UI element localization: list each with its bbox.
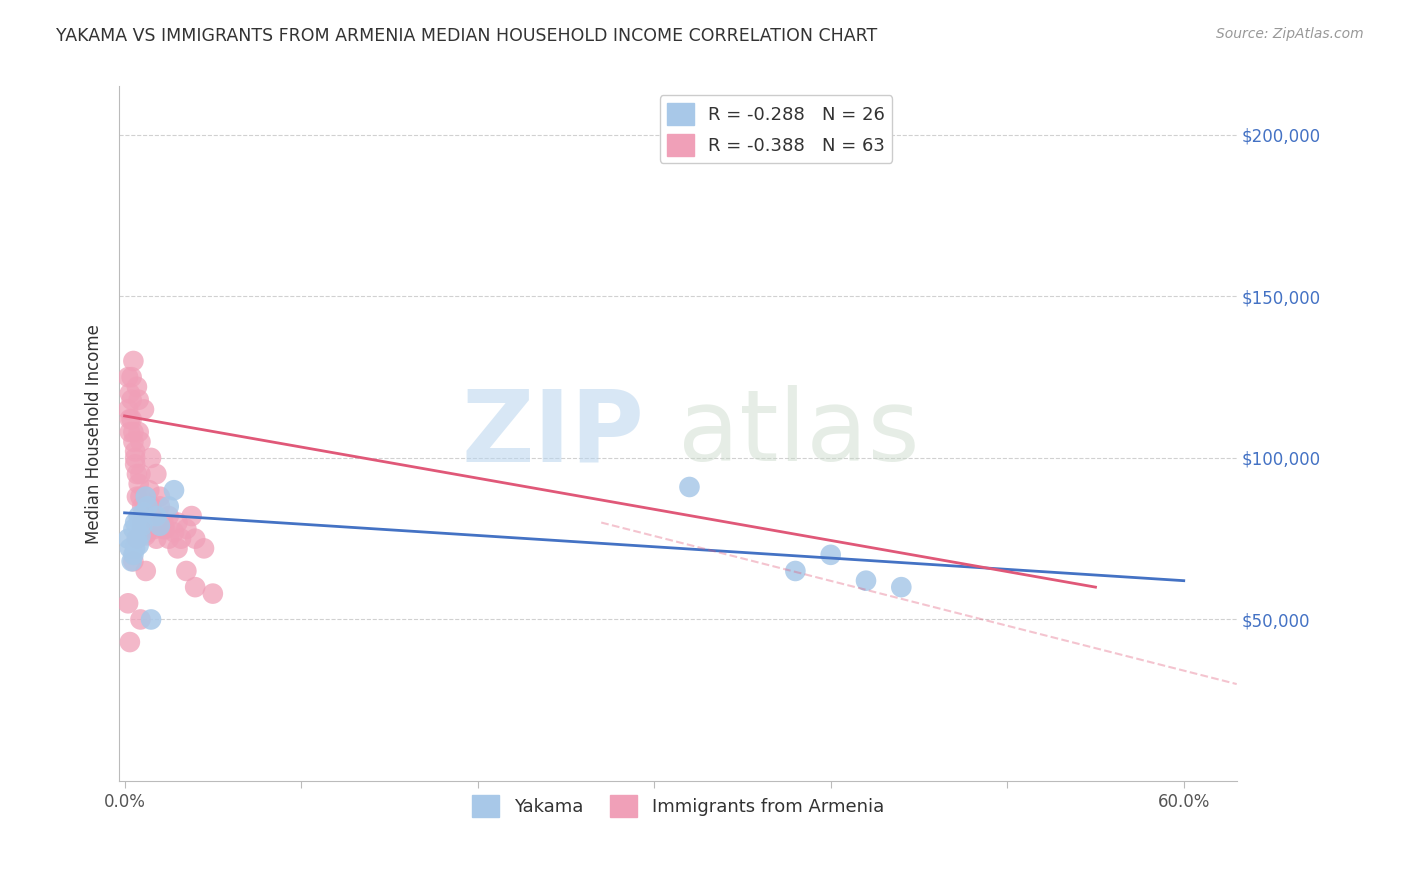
Point	[163, 525, 186, 540]
Point	[129, 467, 152, 481]
Point	[124, 541, 146, 556]
Point	[128, 392, 150, 407]
Point	[124, 516, 146, 530]
Point	[166, 541, 188, 556]
Point	[139, 450, 162, 465]
Point	[122, 522, 145, 536]
Point	[170, 532, 193, 546]
Text: Source: ZipAtlas.com: Source: ZipAtlas.com	[1216, 27, 1364, 41]
Point	[184, 532, 207, 546]
Point	[124, 450, 146, 465]
Point	[157, 509, 180, 524]
Point	[118, 541, 141, 556]
Point	[180, 509, 202, 524]
Point	[138, 483, 160, 498]
Point	[129, 612, 152, 626]
Point	[135, 528, 157, 542]
Point	[121, 412, 143, 426]
Point	[128, 509, 150, 524]
Point	[117, 532, 139, 546]
Point	[128, 538, 150, 552]
Text: YAKAMA VS IMMIGRANTS FROM ARMENIA MEDIAN HOUSEHOLD INCOME CORRELATION CHART: YAKAMA VS IMMIGRANTS FROM ARMENIA MEDIAN…	[56, 27, 877, 45]
Point	[122, 425, 145, 439]
Point	[153, 522, 176, 536]
Point	[122, 554, 145, 568]
Point	[139, 500, 162, 514]
Legend: Yakama, Immigrants from Armenia: Yakama, Immigrants from Armenia	[465, 788, 891, 824]
Point	[131, 500, 153, 514]
Point	[143, 522, 166, 536]
Point	[125, 467, 148, 481]
Point	[118, 635, 141, 649]
Point	[149, 518, 172, 533]
Point	[176, 564, 198, 578]
Point	[122, 354, 145, 368]
Point	[678, 480, 700, 494]
Point	[139, 612, 162, 626]
Point	[136, 516, 159, 530]
Point	[125, 532, 148, 546]
Point	[855, 574, 877, 588]
Point	[145, 532, 167, 546]
Point	[135, 564, 157, 578]
Point	[149, 500, 172, 514]
Point	[142, 509, 165, 524]
Point	[166, 516, 188, 530]
Point	[145, 467, 167, 481]
Point	[117, 596, 139, 610]
Point	[125, 380, 148, 394]
Point	[117, 370, 139, 384]
Point	[193, 541, 215, 556]
Point	[129, 528, 152, 542]
Point	[785, 564, 807, 578]
Point	[118, 425, 141, 439]
Point	[145, 509, 167, 524]
Point	[128, 476, 150, 491]
Point	[122, 548, 145, 562]
Point	[201, 586, 224, 600]
Point	[128, 425, 150, 439]
Point	[131, 518, 153, 533]
Text: atlas: atlas	[678, 385, 920, 483]
Point	[820, 548, 842, 562]
Point	[132, 509, 155, 524]
Point	[121, 392, 143, 407]
Point	[118, 412, 141, 426]
Point	[124, 458, 146, 472]
Point	[124, 444, 146, 458]
Point	[176, 522, 198, 536]
Point	[136, 500, 159, 514]
Point	[149, 490, 172, 504]
Point	[135, 490, 157, 504]
Point	[118, 386, 141, 401]
Y-axis label: Median Household Income: Median Household Income	[86, 324, 103, 543]
Point	[122, 434, 145, 449]
Point	[135, 490, 157, 504]
Point	[129, 434, 152, 449]
Point	[152, 516, 174, 530]
Point	[131, 522, 153, 536]
Point	[125, 490, 148, 504]
Point	[129, 490, 152, 504]
Point	[117, 402, 139, 417]
Point	[152, 522, 174, 536]
Point	[184, 580, 207, 594]
Point	[132, 506, 155, 520]
Point	[157, 532, 180, 546]
Point	[121, 554, 143, 568]
Point	[136, 525, 159, 540]
Point	[132, 402, 155, 417]
Point	[890, 580, 912, 594]
Point	[163, 483, 186, 498]
Point	[157, 500, 180, 514]
Point	[131, 516, 153, 530]
Point	[121, 370, 143, 384]
Point	[125, 532, 148, 546]
Text: ZIP: ZIP	[461, 385, 644, 483]
Point	[129, 516, 152, 530]
